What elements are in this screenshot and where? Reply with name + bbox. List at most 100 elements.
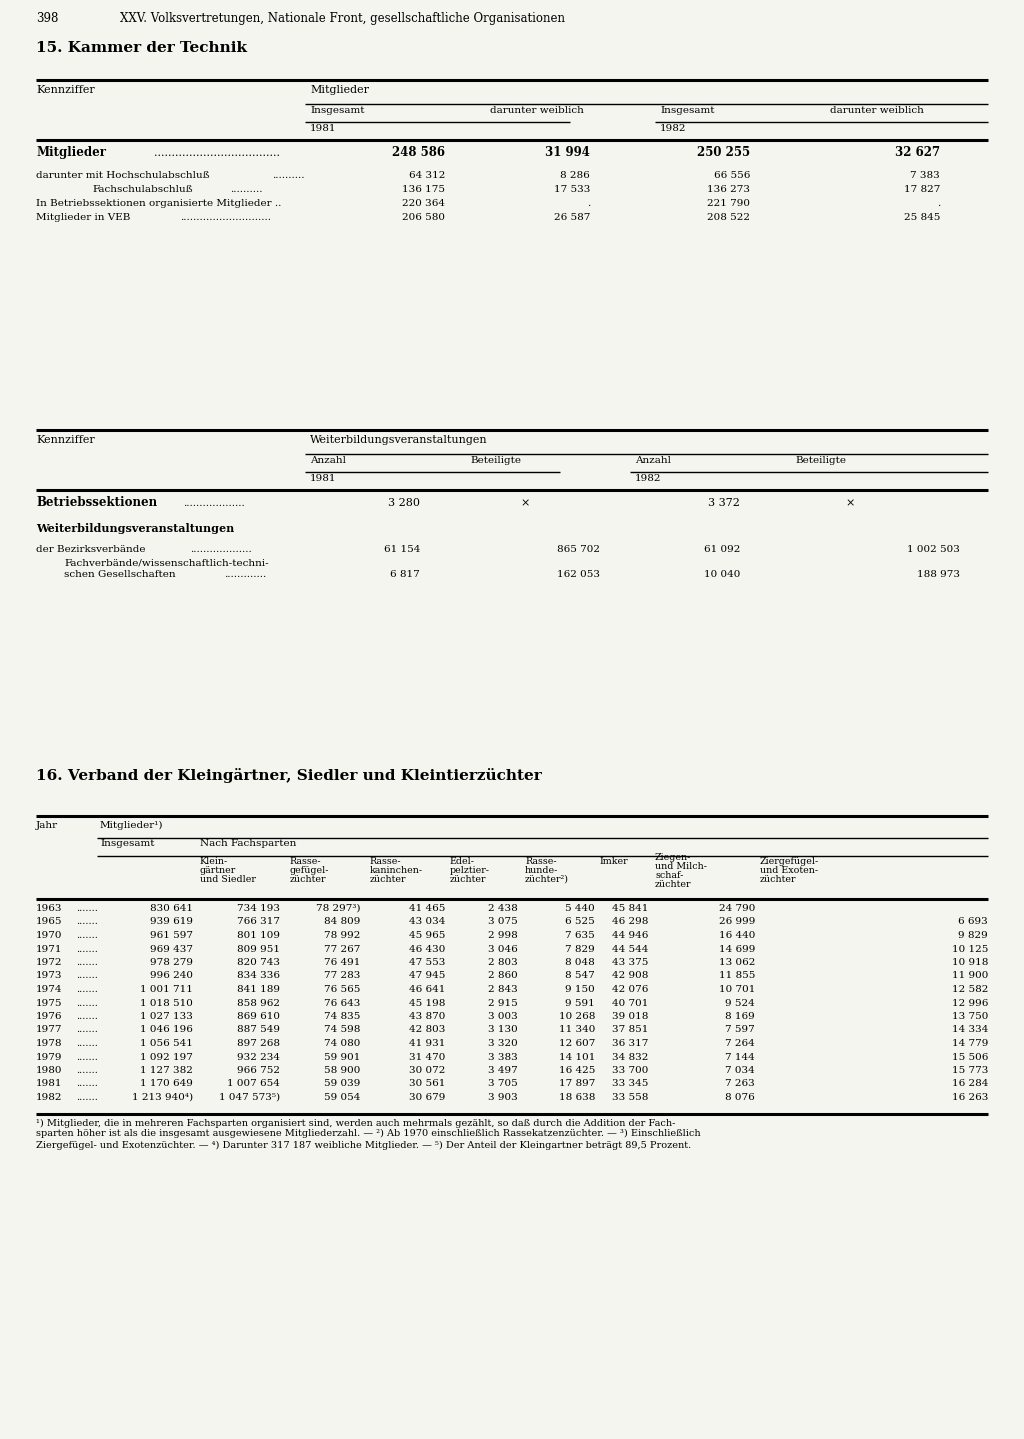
Text: 830 641: 830 641 — [150, 904, 193, 912]
Text: ...................: ................... — [190, 545, 252, 554]
Text: 3 075: 3 075 — [488, 918, 518, 927]
Text: züchter: züchter — [655, 881, 691, 889]
Text: sparten höher ist als die insgesamt ausgewiesene Mitgliederzahl. — ²) Ab 1970 ei: sparten höher ist als die insgesamt ausg… — [36, 1130, 700, 1138]
Text: 3 280: 3 280 — [388, 498, 420, 508]
Text: 46 298: 46 298 — [611, 918, 648, 927]
Text: 208 522: 208 522 — [707, 213, 750, 222]
Text: 1982: 1982 — [36, 1094, 62, 1102]
Text: 13 750: 13 750 — [951, 1012, 988, 1022]
Text: .......: ....... — [76, 931, 98, 940]
Text: züchter: züchter — [370, 875, 407, 884]
Text: 7 635: 7 635 — [565, 931, 595, 940]
Text: 1 046 196: 1 046 196 — [140, 1026, 193, 1035]
Text: 42 908: 42 908 — [611, 971, 648, 980]
Text: darunter weiblich: darunter weiblich — [830, 106, 924, 115]
Text: .............: ............. — [224, 570, 266, 578]
Text: 74 835: 74 835 — [324, 1012, 360, 1022]
Text: 1970: 1970 — [36, 931, 62, 940]
Text: 44 946: 44 946 — [611, 931, 648, 940]
Text: Insgesamt: Insgesamt — [100, 839, 155, 848]
Text: 16. Verband der Kleingärtner, Siedler und Kleintierzüchter: 16. Verband der Kleingärtner, Siedler un… — [36, 768, 542, 783]
Text: hunde-: hunde- — [525, 866, 558, 875]
Text: 1977: 1977 — [36, 1026, 62, 1035]
Text: 6 817: 6 817 — [390, 570, 420, 578]
Text: 59 039: 59 039 — [324, 1079, 360, 1088]
Text: 12 996: 12 996 — [951, 999, 988, 1007]
Text: ............................: ............................ — [180, 213, 271, 222]
Text: 76 565: 76 565 — [324, 986, 360, 994]
Text: 1975: 1975 — [36, 999, 62, 1007]
Text: 59 054: 59 054 — [324, 1094, 360, 1102]
Text: 1982: 1982 — [635, 473, 662, 484]
Text: 7 383: 7 383 — [910, 171, 940, 180]
Text: 136 273: 136 273 — [707, 186, 750, 194]
Text: Rasse-: Rasse- — [525, 858, 557, 866]
Text: 66 556: 66 556 — [714, 171, 750, 180]
Text: 77 267: 77 267 — [324, 944, 360, 954]
Text: 43 034: 43 034 — [409, 918, 445, 927]
Text: 220 364: 220 364 — [402, 199, 445, 209]
Text: 43 870: 43 870 — [409, 1012, 445, 1022]
Text: Mitglieder in VEB: Mitglieder in VEB — [36, 213, 130, 222]
Text: 30 679: 30 679 — [409, 1094, 445, 1102]
Text: 2 915: 2 915 — [488, 999, 518, 1007]
Text: 2 803: 2 803 — [488, 958, 518, 967]
Text: züchter: züchter — [450, 875, 486, 884]
Text: 30 072: 30 072 — [409, 1066, 445, 1075]
Text: 78 297³): 78 297³) — [315, 904, 360, 912]
Text: 969 437: 969 437 — [150, 944, 193, 954]
Text: 734 193: 734 193 — [237, 904, 280, 912]
Text: 1 002 503: 1 002 503 — [907, 545, 961, 554]
Text: Ziegen-: Ziegen- — [655, 853, 691, 862]
Text: 31 994: 31 994 — [545, 145, 590, 158]
Text: Fachverbände/wissenschaftlich-techni-: Fachverbände/wissenschaftlich-techni- — [63, 558, 268, 567]
Text: 3 003: 3 003 — [488, 1012, 518, 1022]
Text: .......: ....... — [76, 944, 98, 954]
Text: 37 851: 37 851 — [611, 1026, 648, 1035]
Text: 7 263: 7 263 — [725, 1079, 755, 1088]
Text: 32 627: 32 627 — [895, 145, 940, 158]
Text: 10 040: 10 040 — [703, 570, 740, 578]
Text: 31 470: 31 470 — [409, 1052, 445, 1062]
Text: 3 320: 3 320 — [488, 1039, 518, 1048]
Text: Kennziffer: Kennziffer — [36, 435, 95, 445]
Text: Fachschulabschluß: Fachschulabschluß — [92, 186, 193, 194]
Text: 1 001 711: 1 001 711 — [140, 986, 193, 994]
Text: 1980: 1980 — [36, 1066, 62, 1075]
Text: 6 693: 6 693 — [958, 918, 988, 927]
Text: 14 101: 14 101 — [559, 1052, 595, 1062]
Text: 74 080: 74 080 — [324, 1039, 360, 1048]
Text: 7 829: 7 829 — [565, 944, 595, 954]
Text: darunter mit Hochschulabschluß: darunter mit Hochschulabschluß — [36, 171, 210, 180]
Text: Beteiligte: Beteiligte — [795, 456, 846, 465]
Text: 9 829: 9 829 — [958, 931, 988, 940]
Text: 1979: 1979 — [36, 1052, 62, 1062]
Text: ¹) Mitglieder, die in mehreren Fachsparten organisiert sind, werden auch mehrmal: ¹) Mitglieder, die in mehreren Fachspart… — [36, 1118, 676, 1128]
Text: 33 345: 33 345 — [611, 1079, 648, 1088]
Text: 939 619: 939 619 — [150, 918, 193, 927]
Text: 3 497: 3 497 — [488, 1066, 518, 1075]
Text: 15. Kammer der Technik: 15. Kammer der Technik — [36, 40, 247, 55]
Text: 887 549: 887 549 — [237, 1026, 280, 1035]
Text: schen Gesellschaften: schen Gesellschaften — [63, 570, 176, 578]
Text: 13 062: 13 062 — [719, 958, 755, 967]
Text: Ziergefügel- und Exotenzüchter. — ⁴) Darunter 317 187 weibliche Mitglieder. — ⁵): Ziergefügel- und Exotenzüchter. — ⁴) Dar… — [36, 1140, 691, 1150]
Text: 206 580: 206 580 — [402, 213, 445, 222]
Text: 2 438: 2 438 — [488, 904, 518, 912]
Text: Anzahl: Anzahl — [310, 456, 346, 465]
Text: .......: ....... — [76, 1052, 98, 1062]
Text: 766 317: 766 317 — [237, 918, 280, 927]
Text: 17 897: 17 897 — [559, 1079, 595, 1088]
Text: Rasse-: Rasse- — [370, 858, 401, 866]
Text: 1982: 1982 — [660, 124, 686, 132]
Text: 26 587: 26 587 — [554, 213, 590, 222]
Text: 11 340: 11 340 — [559, 1026, 595, 1035]
Text: 11 855: 11 855 — [719, 971, 755, 980]
Text: 14 334: 14 334 — [951, 1026, 988, 1035]
Text: ×: × — [520, 498, 529, 508]
Text: Betriebssektionen: Betriebssektionen — [36, 496, 157, 509]
Text: Insgesamt: Insgesamt — [660, 106, 715, 115]
Text: 809 951: 809 951 — [237, 944, 280, 954]
Text: .......: ....... — [76, 918, 98, 927]
Text: ×: × — [846, 498, 855, 508]
